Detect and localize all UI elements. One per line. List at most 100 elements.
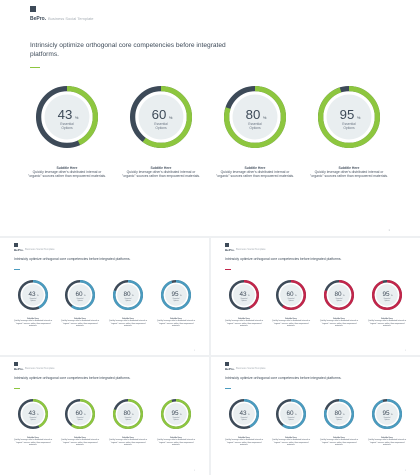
stat-unit: % bbox=[84, 414, 86, 416]
stat-unit: % bbox=[343, 414, 345, 416]
stat-ring-3: 80% Essential Options bbox=[222, 84, 288, 150]
stat-value: 80 bbox=[123, 410, 131, 417]
slide-thumbnail-4[interactable]: BePro. Business Social Template Intrinsicl… bbox=[211, 357, 420, 475]
stat-ring-3: 80% Essential Options bbox=[323, 279, 355, 311]
stat-value: 95 bbox=[340, 107, 355, 122]
stat-unit: % bbox=[391, 295, 393, 297]
page-number: 1 bbox=[193, 350, 195, 352]
ring-inner-circle bbox=[22, 284, 44, 306]
accent-divider bbox=[225, 388, 231, 389]
ring-inner-circle bbox=[233, 284, 255, 306]
page-number: 1 bbox=[404, 350, 406, 352]
ring-inner-circle bbox=[117, 284, 139, 306]
stat-caption-1: Subtitle Here Quickly leverage other's di… bbox=[224, 318, 264, 327]
ring-inner-circle bbox=[326, 94, 372, 140]
slide-thumbnail-2[interactable]: BePro. Business Social Template Intrinsicl… bbox=[211, 238, 420, 355]
ring-progress-arc bbox=[17, 398, 49, 430]
brand-logo-mark bbox=[225, 243, 229, 247]
caption-title: Subtitle Here bbox=[74, 437, 86, 439]
stat-value: 60 bbox=[286, 410, 294, 417]
brand-logo-mark bbox=[30, 6, 36, 12]
caption-body: Quickly leverage other's distributed int… bbox=[224, 439, 264, 446]
headline: Intrinsicly optimize orthogonal core com… bbox=[30, 42, 226, 58]
stat-unit: % bbox=[295, 295, 297, 297]
stat-caption-2: Subtitle Here Quickly leverage other's di… bbox=[60, 437, 100, 446]
caption-body: Quickly leverage other's distributed int… bbox=[156, 439, 196, 446]
stat-caption-3: Subtitle Here Quickly leverage other's di… bbox=[319, 318, 359, 327]
ring-progress-arc bbox=[64, 398, 96, 430]
caption-title: Subtitle Here bbox=[333, 318, 345, 320]
brand-logo-mark bbox=[14, 243, 18, 247]
stat-caption-2: Subtitle Here Quickly leverage other's di… bbox=[121, 166, 201, 178]
ring-inner-circle bbox=[165, 403, 187, 425]
stat-unit: % bbox=[169, 115, 173, 120]
stat-unit: % bbox=[180, 295, 182, 297]
stat-unit: % bbox=[357, 115, 361, 120]
headline: Intrinsicly optimize orthogonal core com… bbox=[225, 376, 342, 380]
stat-value: 80 bbox=[334, 291, 342, 298]
caption-body: Quickly leverage other's distributed int… bbox=[108, 439, 148, 446]
stat-value: 60 bbox=[75, 291, 83, 298]
brand-name: BePro. bbox=[225, 367, 235, 371]
stat-value: 43 bbox=[58, 107, 73, 122]
caption-body: Quickly leverage other's distributed int… bbox=[319, 439, 359, 446]
stat-label-line1: Essential bbox=[154, 122, 168, 126]
page-number: 1 bbox=[404, 470, 406, 472]
ring-progress-arc bbox=[323, 279, 355, 311]
ring-progress-arc bbox=[112, 279, 144, 311]
stat-caption-1: Subtitle Here Quickly leverage other's di… bbox=[13, 437, 53, 446]
headline: Intrinsicly optimize orthogonal core com… bbox=[225, 257, 342, 261]
stat-caption-3: Subtitle Here Quickly leverage other's di… bbox=[108, 437, 148, 446]
ring-inner-circle bbox=[376, 284, 398, 306]
brand-subtitle: Business Social Template bbox=[48, 16, 94, 21]
caption-title: Subtitle Here bbox=[244, 166, 266, 170]
ring-progress-arc bbox=[323, 398, 355, 430]
ring-inner-circle bbox=[233, 403, 255, 425]
slide-main[interactable]: BePro. Business Social Template Intrinsicl… bbox=[0, 0, 420, 236]
slide-thumbnail-3[interactable]: BePro. Business Social Template Intrinsicl… bbox=[0, 357, 209, 475]
stat-ring-1: 43% Essential Options bbox=[228, 279, 260, 311]
stat-ring-2: 60% Essential Options bbox=[64, 398, 96, 430]
stat-value: 43 bbox=[239, 410, 247, 417]
caption-body: Quickly leverage other's distributed int… bbox=[216, 170, 294, 179]
caption-title: Subtitle Here bbox=[150, 166, 172, 170]
stat-caption-4: Subtitle Here Quickly leverage other's di… bbox=[309, 166, 389, 178]
accent-divider bbox=[225, 269, 231, 270]
ring-progress-arc bbox=[228, 398, 260, 430]
slide-thumbnail-1[interactable]: BePro. Business Social Template Intrinsicl… bbox=[0, 238, 209, 355]
caption-body: Quickly leverage other's distributed int… bbox=[271, 320, 311, 327]
stat-unit: % bbox=[180, 414, 182, 416]
stat-value: 80 bbox=[246, 107, 261, 122]
stat-caption-1: Subtitle Here Quickly leverage other's di… bbox=[224, 437, 264, 446]
stat-value: 80 bbox=[334, 410, 342, 417]
ring-progress-arc bbox=[160, 279, 192, 311]
stat-unit: % bbox=[248, 295, 250, 297]
ring-inner-circle bbox=[69, 284, 91, 306]
stat-ring-4: 95% Essential Options bbox=[371, 398, 403, 430]
stat-value: 43 bbox=[28, 410, 36, 417]
accent-divider bbox=[14, 388, 20, 389]
brand-subtitle: Business Social Template bbox=[25, 367, 55, 370]
headline: Intrinsicly optimize orthogonal core com… bbox=[14, 376, 131, 380]
stat-label-line1: Essential bbox=[60, 122, 74, 126]
caption-body: Quickly leverage other's distributed int… bbox=[122, 170, 200, 179]
caption-body: Quickly leverage other's distributed int… bbox=[224, 320, 264, 327]
stat-label-line2: Options bbox=[61, 126, 73, 130]
ring-progress-arc bbox=[64, 279, 96, 311]
stat-caption-1: Subtitle Here Quickly leverage other's di… bbox=[13, 318, 53, 327]
ring-progress-arc bbox=[371, 279, 403, 311]
stat-ring-2: 60% Essential Options bbox=[275, 279, 307, 311]
ring-inner-circle bbox=[328, 403, 350, 425]
accent-divider bbox=[30, 67, 40, 68]
stat-unit: % bbox=[75, 115, 79, 120]
caption-title: Subtitle Here bbox=[381, 318, 393, 320]
ring-progress-arc bbox=[223, 85, 287, 149]
stat-value: 95 bbox=[382, 410, 390, 417]
caption-body: Quickly leverage other's distributed int… bbox=[271, 439, 311, 446]
